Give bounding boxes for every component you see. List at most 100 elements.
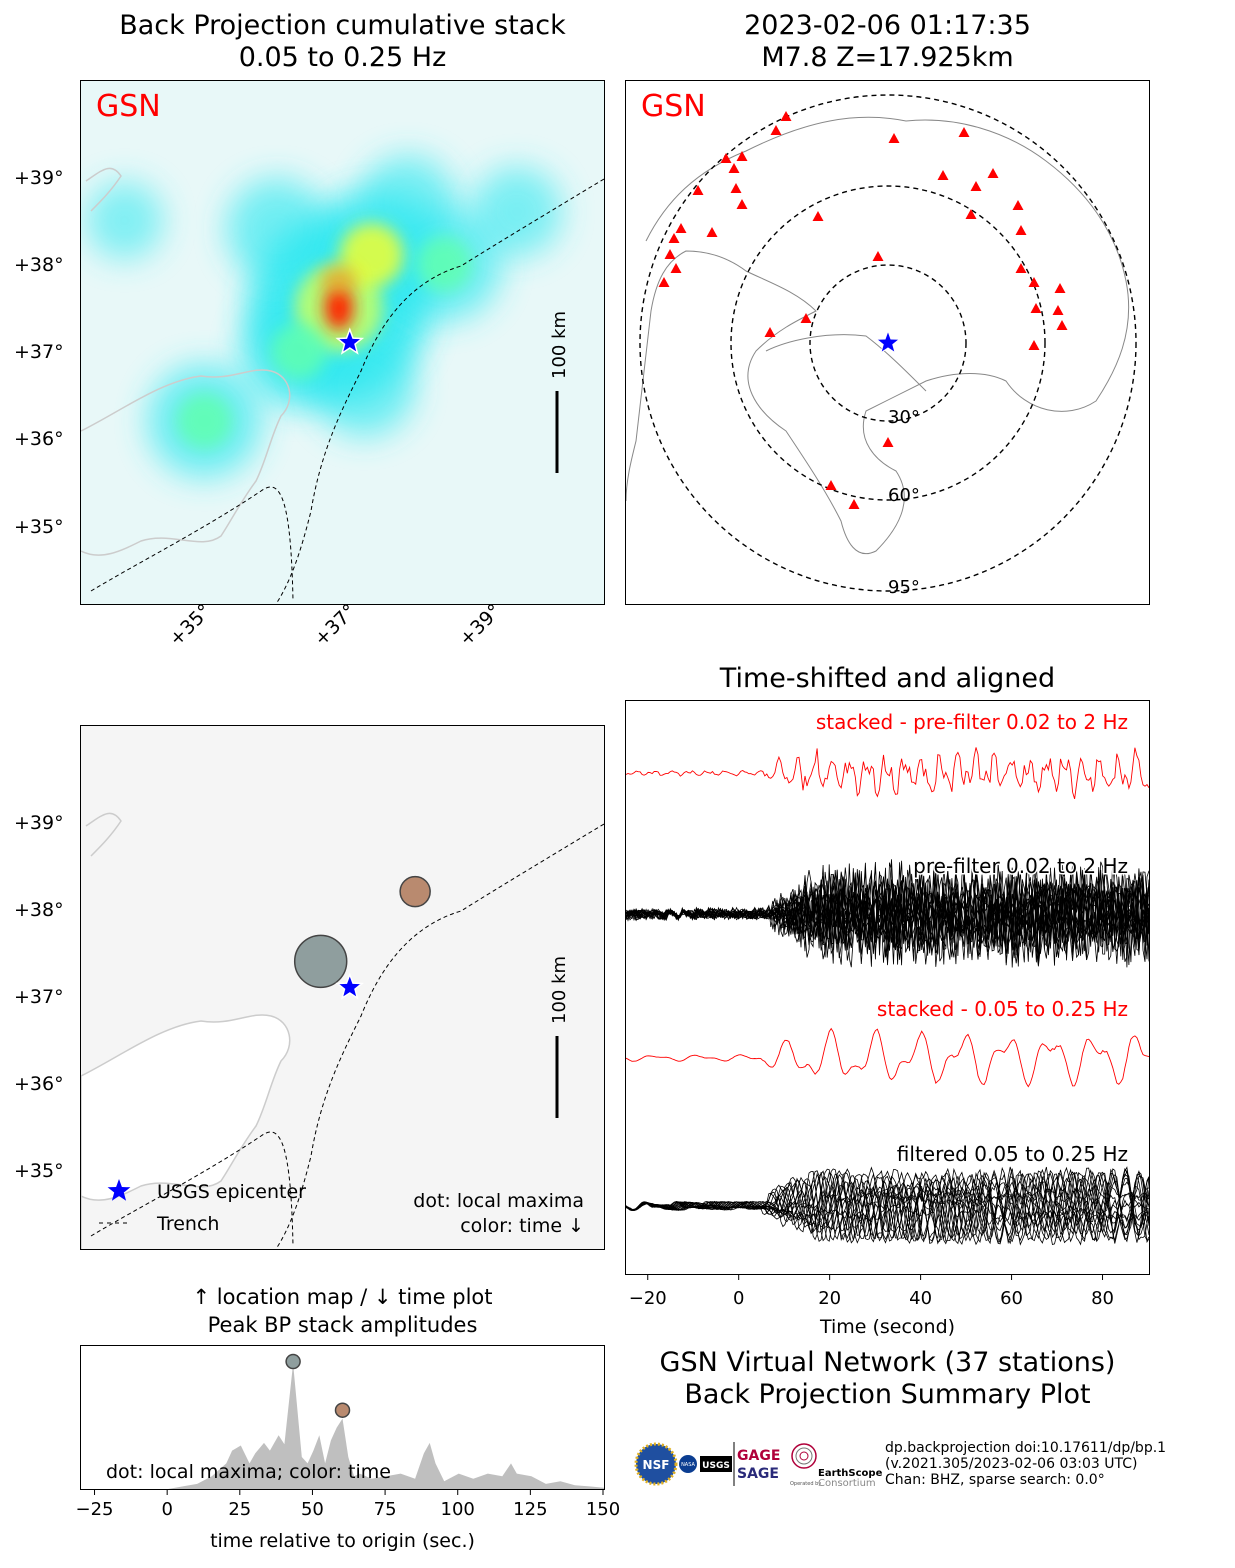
trench-line — [275, 823, 604, 1249]
filtered-trace — [626, 1169, 1149, 1245]
event-title-line1: 2023-02-06 01:17:35 — [744, 10, 1031, 41]
x-tick-label: 80 — [1091, 1288, 1114, 1309]
nasa-logo-text: NASA — [681, 1462, 695, 1468]
gage-logo-text: GAGE — [737, 1448, 780, 1464]
x-tick-label: 125 — [513, 1499, 547, 1519]
peak-note: dot: local maxima; color: time — [106, 1461, 391, 1483]
loc-lat-tick: +37° — [14, 986, 64, 1008]
coastline-north — [85, 812, 122, 857]
station-triangle-icon — [872, 251, 884, 261]
prefilter-trace — [626, 866, 1149, 967]
station-triangle-icon — [736, 199, 748, 209]
station-triangle-icon — [1028, 340, 1040, 350]
distance-ring — [809, 264, 967, 422]
trench-line-2 — [90, 486, 294, 602]
maxima-dots — [293, 875, 431, 989]
peak-amplitude-area — [168, 1363, 604, 1489]
legend-trench: Trench — [156, 1213, 219, 1235]
bp-lon-tick: +39° — [455, 599, 506, 651]
info-line3: Chan: BHZ, sparse search: 0.0° — [885, 1472, 1105, 1488]
x-tick-label: 150 — [586, 1499, 620, 1519]
distance-ring — [639, 94, 1137, 592]
ring-labels: 30° 60° 95° — [888, 407, 920, 598]
station-triangle-icon — [1015, 263, 1027, 273]
filtered-trace — [626, 1169, 1149, 1244]
ring-label: 95° — [888, 577, 920, 598]
summary-line2: Back Projection Summary Plot — [684, 1379, 1091, 1410]
loc-lat-tick: +36° — [14, 1073, 64, 1095]
heat-peak-halo — [320, 265, 357, 294]
station-triangle-icon — [728, 163, 740, 173]
station-triangle-icon — [670, 263, 682, 273]
bp-lon-tick: +35° — [165, 599, 216, 651]
earthscope-logo-text: EarthScope — [818, 1468, 883, 1479]
local-maximum-dot — [293, 934, 348, 989]
coastline-north — [85, 167, 122, 212]
station-triangle-icon — [668, 233, 680, 243]
nasa-logo-icon — [679, 1455, 697, 1473]
ring-label: 30° — [888, 407, 920, 428]
logos: NSF NASA USGS GAGE SAGE Operated by Eart… — [632, 1440, 887, 1490]
bp-lat-tick: +35° — [14, 516, 64, 538]
sage-logo-text: SAGE — [737, 1466, 779, 1482]
peak-title-line1: ↑ location map / ↓ time plot — [192, 1285, 493, 1309]
trace-plot: stacked - pre-filter 0.02 to 2 Hz pre-fi… — [625, 700, 1150, 1275]
x-tick-label: 100 — [441, 1499, 475, 1519]
peak-amplitude-plot: dot: local maxima; color: time — [80, 1345, 605, 1490]
station-triangle-icon — [675, 223, 687, 233]
bp-title-line2: 0.05 to 0.25 Hz — [238, 42, 447, 73]
peak-maximum-dot — [285, 1353, 301, 1370]
trace-label: filtered 0.05 to 0.25 Hz — [897, 1142, 1128, 1166]
bp-lat-tick: +37° — [14, 341, 64, 363]
stations — [658, 111, 1068, 509]
station-triangle-icon — [937, 170, 949, 180]
network-label: GSN — [641, 89, 706, 124]
prefilter-trace — [626, 861, 1149, 966]
heat-peak — [324, 285, 353, 330]
station-triangle-icon — [1056, 320, 1068, 330]
station-triangle-icon — [1054, 283, 1066, 293]
station-triangle-icon — [848, 499, 860, 509]
station-triangle-icon — [825, 480, 837, 490]
station-map-svg: 30° 60° 95° GSN — [626, 89, 1137, 598]
station-triangle-icon — [987, 168, 999, 178]
loc-lat-tick: +38° — [14, 899, 64, 921]
station-triangle-icon — [780, 111, 792, 121]
x-tick-label: 75 — [374, 1499, 397, 1519]
station-triangle-icon — [1015, 225, 1027, 235]
station-triangle-icon — [965, 209, 977, 219]
heat-blob — [85, 181, 164, 260]
station-triangle-icon — [658, 277, 670, 287]
traces-title: Time-shifted and aligned — [719, 663, 1056, 694]
heat-blob — [313, 335, 416, 438]
distance-ring — [730, 185, 1046, 501]
bp-heatmap-svg: 100 km GSN — [81, 81, 604, 604]
legend-star-icon — [107, 1179, 131, 1201]
event-title-line2: M7.8 Z=17.925km — [761, 42, 1014, 73]
heat-layer — [85, 155, 562, 478]
continent-outline — [626, 116, 1130, 555]
station-triangle-icon — [720, 153, 732, 163]
network-label: GSN — [96, 89, 161, 124]
location-map-svg: 100 km USGS epicenter Trench dot: local … — [81, 812, 604, 1249]
scale-bar-label: 100 km — [549, 311, 570, 379]
filtered-trace — [626, 1166, 1149, 1244]
scale-bar-label: 100 km — [549, 956, 570, 1024]
heat-blob — [471, 166, 562, 257]
epicenter-star-icon — [875, 329, 901, 354]
operated-by-text: Operated by — [790, 1481, 821, 1487]
peak-maximum-dot — [334, 1402, 351, 1418]
usgs-logo-text: USGS — [702, 1461, 730, 1471]
x-tick-label: −25 — [76, 1499, 114, 1519]
x-tick-label: 40 — [909, 1288, 932, 1309]
ring-label: 60° — [888, 485, 920, 506]
bp-lat-tick: +38° — [14, 254, 64, 276]
nsf-logo-text: NSF — [643, 1458, 670, 1472]
peak-x-axis: −25 0 25 50 75 100 125 150 — [76, 1489, 620, 1519]
coastline — [81, 1014, 291, 1249]
epicenter-star-icon — [335, 972, 365, 1000]
station-triangle-icon — [1052, 305, 1064, 315]
station-triangle-icon — [812, 211, 824, 221]
local-maximum-dot — [399, 875, 431, 908]
heat-blob — [226, 178, 329, 281]
